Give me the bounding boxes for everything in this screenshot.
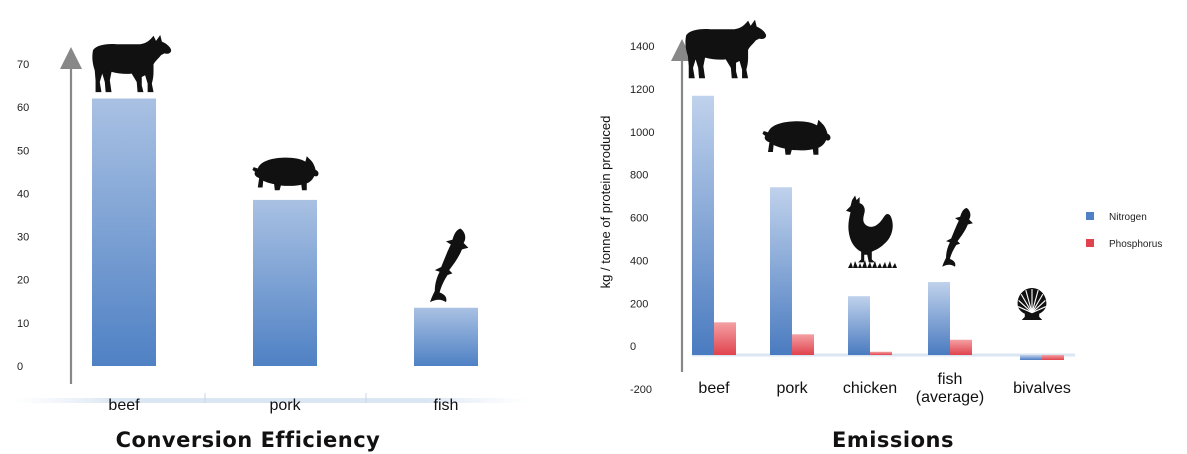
category-label: fish	[434, 397, 459, 414]
category-label: bivalves	[1013, 380, 1071, 397]
category-label: beef	[698, 380, 730, 397]
right-y-tick-label: 400	[630, 255, 648, 267]
left-chart-title: Conversion Efficiency	[116, 428, 381, 452]
right-y-tick-label: 1400	[630, 41, 654, 53]
right-y-tick-label: 0	[630, 341, 636, 353]
left-y-tick-label: 30	[17, 232, 29, 244]
category-label: fish (average)	[916, 371, 984, 406]
left-y-tick-label: 10	[17, 318, 29, 330]
right-y-tick-label: 600	[630, 213, 648, 225]
category-label: beef	[108, 397, 140, 414]
left-y-tick-label: 70	[17, 59, 29, 71]
legend-label: Phosphorus	[1109, 239, 1162, 250]
bar-phosphorus-3	[950, 339, 972, 355]
emissions-chart: -200 0 200 400 600 800 1000 1200 1400 kg / tonne…	[598, 19, 1162, 452]
left-y-tick-label: 50	[17, 145, 29, 157]
right-y-axis-ticks: -200 0 200 400 600 800 1000 1200 1400	[630, 41, 654, 396]
conversion-efficiency-chart: 0 10 20 30 40 50 60 70 beef pork fish Conversion …	[10, 34, 530, 452]
right-category-labels: beef pork chicken fish (average) bivalves	[698, 371, 1070, 406]
bar-phosphorus-4	[1042, 355, 1064, 360]
fish-icon	[942, 207, 973, 267]
left-category-labels: beef pork fish	[108, 397, 458, 414]
bar-nitrogen-2	[848, 296, 870, 355]
legend: Nitrogen Phosphorus	[1086, 212, 1162, 250]
right-y-tick-label: 200	[630, 298, 648, 310]
cow-icon	[685, 19, 767, 79]
left-baseline-band	[10, 398, 530, 403]
left-y-tick-label: 20	[17, 275, 29, 287]
bar-beef	[92, 98, 156, 366]
fish-icon	[430, 228, 469, 303]
pig-icon	[252, 156, 319, 191]
category-label: pork	[776, 380, 808, 397]
bar-phosphorus-2	[870, 351, 892, 355]
left-y-axis-ticks: 0 10 20 30 40 50 60 70	[17, 59, 29, 373]
left-y-tick-label: 40	[17, 188, 29, 200]
right-y-axis-label: kg / tonne of protein produced	[598, 116, 613, 289]
bar-nitrogen-3	[928, 282, 950, 355]
legend-swatch-nitrogen	[1086, 212, 1094, 220]
category-label: chicken	[843, 380, 897, 397]
bar-fish	[414, 307, 478, 366]
bar-nitrogen-4	[1020, 355, 1042, 360]
right-chart-title: Emissions	[832, 428, 954, 452]
right-bars	[692, 95, 1064, 360]
chicken-icon	[845, 195, 893, 263]
left-y-tick-label: 60	[17, 102, 29, 114]
category-label: pork	[269, 397, 301, 414]
right-y-tick-label: 1000	[630, 127, 654, 139]
legend-label: Nitrogen	[1109, 212, 1147, 223]
pig-icon	[762, 119, 831, 155]
right-y-tick-label: 1200	[630, 84, 654, 96]
grass-icon	[848, 260, 897, 268]
right-icons	[685, 19, 1048, 321]
left-bars	[92, 98, 478, 403]
bar-phosphorus-0	[714, 322, 736, 355]
right-y-tick-label: -200	[630, 384, 652, 396]
cow-icon	[92, 34, 172, 93]
scallop-shell-icon	[1016, 287, 1048, 321]
bar-nitrogen-1	[770, 187, 792, 355]
bar-nitrogen-0	[692, 95, 714, 355]
bar-phosphorus-1	[792, 334, 814, 355]
legend-swatch-phosphorus	[1086, 239, 1094, 247]
left-y-tick-label: 0	[17, 361, 23, 373]
right-y-tick-label: 800	[630, 170, 648, 182]
bar-pork	[253, 199, 317, 366]
